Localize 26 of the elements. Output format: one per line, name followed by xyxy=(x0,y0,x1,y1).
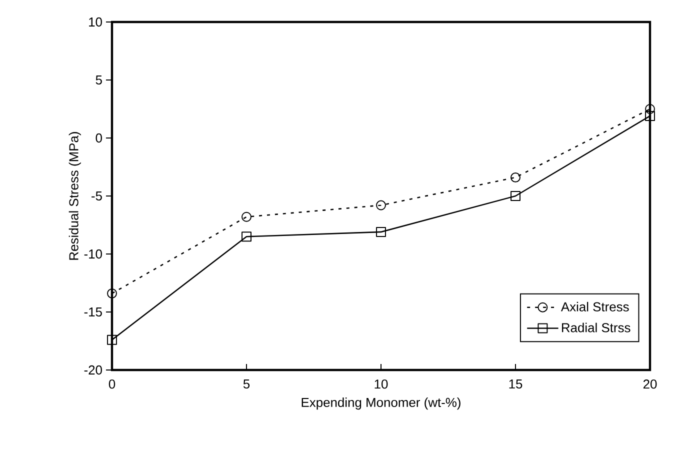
point xyxy=(107,288,117,298)
x-tick-label: 0 xyxy=(108,380,116,389)
x-tick-label: 20 xyxy=(643,380,657,389)
x-axis-title: Expending Monomer (wt-%) xyxy=(302,398,460,410)
y-tick-label: -20 xyxy=(84,365,102,375)
point xyxy=(376,200,386,210)
point xyxy=(645,110,655,121)
y-tick-label: -10 xyxy=(84,249,102,259)
y-tick-label: 0 xyxy=(96,133,102,143)
y-tick-label: -5 xyxy=(92,191,102,201)
point xyxy=(242,232,252,242)
x-tick-label: 5 xyxy=(243,380,250,389)
y-tick-label: 10 xyxy=(89,17,102,27)
x-tick-label: 15 xyxy=(509,380,522,389)
y-axis-title: Residual Stress (MPa) xyxy=(68,132,81,260)
legend-label: Axial Stress xyxy=(560,302,629,312)
point xyxy=(107,334,117,345)
legend-label: Radial Strss xyxy=(562,322,630,332)
y-tick-label: -15 xyxy=(84,307,102,317)
point xyxy=(242,212,252,222)
point xyxy=(645,104,655,114)
point xyxy=(510,172,520,182)
point xyxy=(510,191,520,201)
y-tick-label: 5 xyxy=(96,75,102,85)
x-tick-label: 10 xyxy=(374,380,388,389)
point xyxy=(376,226,386,237)
